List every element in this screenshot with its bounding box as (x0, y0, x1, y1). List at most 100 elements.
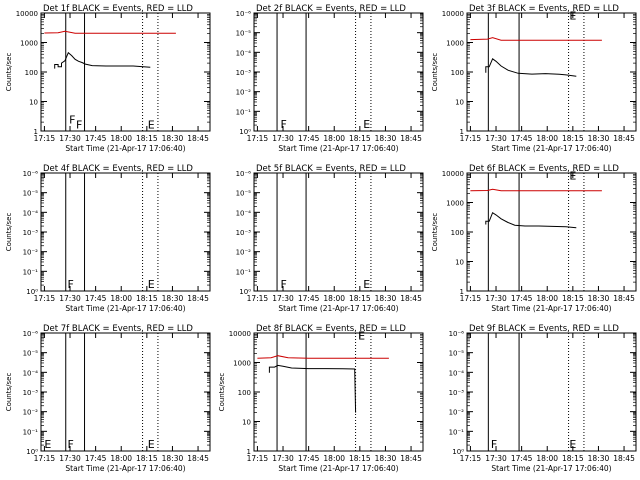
x-axis-label: Start Time (21-Apr-17 17:06:40) (65, 464, 185, 473)
x-tick-label: 18:15 (562, 134, 584, 143)
y-tick-label: 10⁻⁵ (236, 30, 252, 38)
y-tick-label: 10⁻⁴ (23, 209, 39, 217)
x-tick-label: 17:30 (485, 454, 507, 463)
y-tick-label: 10 (242, 419, 251, 427)
x-axis-label: Start Time (21-Apr-17 17:06:40) (491, 144, 611, 153)
panel-title: Det 2f BLACK = Events, RED = LLD (256, 4, 406, 14)
x-tick-label: 17:45 (85, 454, 107, 463)
y-tick-label: 100 (25, 69, 38, 77)
y-tick-label: 10⁻⁵ (23, 350, 39, 358)
y-tick-label: 1 (247, 448, 251, 456)
y-axis-label: Counts/sec (431, 213, 439, 252)
x-tick-label: 18:00 (323, 454, 345, 463)
series-lld-line (257, 355, 389, 359)
x-axis-label: Start Time (21-Apr-17 17:06:40) (65, 144, 185, 153)
y-tick-label: 1 (460, 128, 464, 136)
x-tick-label: 17:30 (485, 294, 507, 303)
x-tick-label: 17:30 (272, 454, 294, 463)
y-tick-label: 1000 (446, 40, 464, 48)
y-tick-label: 10⁰ (26, 448, 38, 456)
y-axis-label: Counts/sec (5, 53, 13, 92)
y-tick-label: 10⁻⁵ (23, 190, 39, 198)
panel-det4: Det 4f BLACK = Events, RED = LLD Start Ti… (5, 164, 211, 313)
plot-frame (40, 172, 211, 292)
x-tick-label: 18:30 (162, 294, 184, 303)
y-tick-label: 10⁻³ (23, 389, 39, 397)
y-tick-label: 10⁻³ (449, 389, 465, 397)
x-tick-label: 18:45 (613, 134, 635, 143)
panel-title: Det 7f BLACK = Events, RED = LLD (43, 324, 193, 334)
x-tick-label: 18:45 (400, 134, 422, 143)
y-tick-label: 100 (238, 389, 251, 397)
panel-title: Det 9f BLACK = Events, RED = LLD (469, 324, 619, 334)
y-tick-label: 10⁻¹ (449, 428, 465, 436)
plot-frame (253, 12, 424, 132)
y-tick-label: 100 (451, 69, 464, 77)
y-tick-label: 1000 (20, 40, 38, 48)
x-tick-label: 18:45 (187, 454, 209, 463)
panel-det5: Det 5f BLACK = Events, RED = LLD Start Ti… (236, 164, 424, 313)
x-tick-label: 17:15 (460, 294, 482, 303)
y-tick-label: 10 (29, 99, 38, 107)
y-tick-label: 10⁻¹ (23, 268, 39, 276)
x-tick-label: 18:30 (588, 294, 610, 303)
y-axis-label: Counts/sec (5, 213, 13, 252)
flag-label: E (148, 278, 155, 291)
x-tick-label: 17:15 (460, 134, 482, 143)
y-tick-label: 10⁻⁵ (236, 190, 252, 198)
x-tick-label: 17:45 (298, 134, 320, 143)
panel-det3: Det 3f BLACK = Events, RED = LLD Start Ti… (431, 4, 637, 153)
y-tick-label: 10⁻⁴ (449, 369, 465, 377)
x-tick-label: 17:45 (511, 294, 533, 303)
y-tick-label: 10 (455, 99, 464, 107)
x-tick-label: 18:00 (536, 134, 558, 143)
y-tick-label: 10⁻³ (236, 229, 252, 237)
y-tick-label: 10⁻³ (23, 229, 39, 237)
x-tick-label: 18:15 (562, 294, 584, 303)
x-tick-label: 17:15 (460, 454, 482, 463)
panel-det9: Det 9f BLACK = Events, RED = LLD Start Ti… (449, 324, 637, 473)
flag-label: F (76, 119, 82, 132)
flag-label: E (148, 438, 155, 451)
x-tick-label: 18:15 (562, 454, 584, 463)
y-axis-label: Counts/sec (218, 373, 226, 412)
flag-label: E (363, 278, 370, 291)
x-tick-label: 18:45 (187, 134, 209, 143)
plot-frame (253, 332, 424, 452)
x-tick-label: 18:15 (349, 134, 371, 143)
y-tick-label: 1000 (446, 200, 464, 208)
x-tick-label: 17:30 (59, 454, 81, 463)
x-tick-label: 18:00 (323, 294, 345, 303)
flag-label: E (569, 438, 576, 451)
y-tick-label: 10⁰ (239, 128, 251, 136)
flag-label: F (67, 438, 73, 451)
series-lld-line (470, 37, 602, 41)
panel-title: Det 5f BLACK = Events, RED = LLD (256, 164, 406, 174)
panel-title: Det 4f BLACK = Events, RED = LLD (43, 164, 193, 174)
x-tick-label: 17:15 (34, 134, 56, 143)
y-tick-label: 10⁻² (23, 409, 39, 417)
x-tick-label: 17:30 (59, 134, 81, 143)
x-tick-label: 17:15 (34, 454, 56, 463)
flag-label: F (280, 278, 286, 291)
series-events-line (54, 51, 151, 69)
panel-title: Det 3f BLACK = Events, RED = LLD (469, 4, 619, 14)
x-tick-label: 18:30 (375, 294, 397, 303)
y-tick-label: 10⁻⁶ (23, 330, 39, 338)
flag-label: E (363, 118, 370, 131)
x-tick-label: 18:15 (349, 454, 371, 463)
y-tick-label: 10 (455, 259, 464, 267)
panel-title: Det 6f BLACK = Events, RED = LLD (469, 164, 619, 174)
y-tick-label: 1000 (233, 360, 251, 368)
series-lld-line (470, 188, 602, 192)
y-tick-label: 1 (34, 128, 38, 136)
y-tick-label: 10⁻² (449, 409, 465, 417)
x-tick-label: 18:00 (536, 294, 558, 303)
y-tick-label: 10⁻⁴ (236, 49, 252, 57)
x-tick-label: 18:30 (375, 454, 397, 463)
x-tick-label: 18:30 (375, 134, 397, 143)
x-tick-label: 17:45 (511, 454, 533, 463)
x-tick-label: 17:15 (247, 454, 269, 463)
flag-label: E (44, 438, 51, 451)
